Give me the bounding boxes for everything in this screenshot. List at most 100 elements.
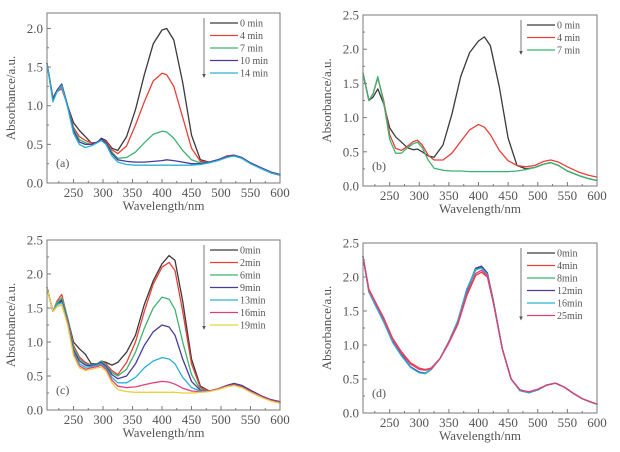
legend-label: 7 min	[240, 44, 263, 55]
y-tick-label: 1.5	[343, 304, 359, 319]
legend-label: 2min	[240, 258, 261, 269]
y-tick-label: 1.0	[27, 98, 43, 113]
panel-b: 250 300 350 400 450 500 550 600 0.0 0.5 1.0 1.5 2.0 2…	[319, 8, 607, 217]
x-axis-title: Wavelength/nm	[439, 201, 521, 216]
y-tick-label: 2.0	[27, 267, 43, 282]
x-tick-label: 350	[123, 185, 143, 200]
y-tick-label: 1.5	[343, 76, 359, 91]
x-tick-label: 250	[64, 185, 84, 200]
x-tick-label: 500	[211, 412, 231, 427]
legend-label: 7 min	[557, 46, 580, 57]
series-line-0min	[362, 36, 598, 182]
series-line-7min	[362, 72, 598, 182]
panel-d: 250 300 350 400 450 500 550 600 0.0 0.5 1.0 1.5 2.0 2…	[319, 236, 607, 444]
y-axis-title: Absorbance/a.u.	[319, 286, 334, 370]
arrow-down-icon	[202, 74, 206, 78]
legend-label: 16min	[240, 308, 266, 319]
series-line-16min	[46, 286, 281, 404]
x-tick-label: 300	[410, 188, 430, 203]
legend-label: 8min	[557, 274, 578, 285]
x-tick-label: 300	[410, 415, 430, 430]
x-tick-label: 250	[380, 188, 400, 203]
x-tick-label: 550	[558, 415, 578, 430]
series-line-4min	[46, 62, 281, 176]
legend-label: 0min	[240, 246, 261, 257]
x-tick-label: 250	[380, 415, 400, 430]
y-tick-label: 1.5	[27, 60, 43, 75]
x-tick-label: 550	[241, 412, 261, 427]
legend-label: 4 min	[240, 31, 263, 42]
x-tick-label: 600	[587, 188, 607, 203]
x-tick-label: 500	[211, 185, 231, 200]
series-line-14min	[46, 62, 281, 176]
legend-label: 16min	[557, 299, 583, 310]
x-tick-label: 450	[498, 415, 518, 430]
x-tick-label: 400	[469, 415, 489, 430]
x-tick-label: 350	[439, 415, 459, 430]
panel-label: (b)	[372, 159, 386, 173]
legend-label: 13min	[240, 296, 266, 307]
y-tick-label: 1.0	[343, 338, 359, 353]
legend-label: 6min	[240, 271, 261, 282]
x-tick-label: 600	[270, 412, 290, 427]
x-tick-label: 550	[558, 188, 578, 203]
x-tick-label: 300	[93, 185, 113, 200]
x-axis-title: Wavelength/nm	[439, 428, 521, 443]
legend-label: 10 min	[240, 56, 268, 67]
x-tick-label: 600	[587, 415, 607, 430]
legend-label: 0 min	[557, 21, 580, 32]
legend-label: 4min	[557, 261, 578, 272]
legend-label: 12min	[557, 286, 583, 297]
x-axis-title: Wavelength/nm	[123, 198, 205, 213]
x-axis-title: Wavelength/nm	[123, 425, 205, 440]
y-tick-label: 2.0	[27, 21, 43, 36]
panel-label: (c)	[56, 383, 69, 397]
y-tick-label: 0.5	[27, 369, 43, 384]
y-tick-label: 0.0	[343, 179, 359, 194]
panel-label: (d)	[372, 386, 386, 400]
arrow-down-icon	[519, 316, 523, 321]
arrow-down-icon	[519, 51, 523, 55]
legend-label: 25min	[557, 311, 583, 322]
x-tick-label: 500	[528, 188, 548, 203]
y-axis-title: Absorbance/a.u.	[3, 56, 18, 140]
series-line-25min	[362, 255, 598, 405]
y-tick-label: 0.5	[343, 372, 359, 387]
y-tick-label: 2.5	[343, 236, 359, 251]
x-tick-label: 250	[64, 412, 84, 427]
y-tick-label: 0.0	[343, 406, 359, 421]
x-tick-label: 350	[439, 188, 459, 203]
y-tick-label: 0.0	[27, 176, 43, 191]
x-tick-label: 400	[152, 185, 172, 200]
y-tick-label: 1.0	[27, 335, 43, 350]
x-tick-label: 400	[152, 412, 172, 427]
legend-label: 9min	[240, 283, 261, 294]
y-tick-label: 2.0	[343, 42, 359, 57]
legend-label: 0 min	[240, 19, 263, 30]
y-tick-label: 0.5	[27, 137, 43, 152]
y-tick-label: 0.5	[343, 144, 359, 159]
y-tick-label: 2.0	[343, 270, 359, 285]
y-tick-label: 0.0	[27, 403, 43, 418]
legend-label: 14 min	[240, 69, 268, 80]
series-line-19min	[46, 286, 281, 404]
y-tick-label: 2.5	[343, 8, 359, 23]
series-line-9min	[46, 286, 281, 403]
x-tick-label: 300	[93, 412, 113, 427]
x-tick-label: 450	[498, 188, 518, 203]
x-tick-label: 350	[123, 412, 143, 427]
arrow-down-icon	[202, 326, 206, 330]
legend-label: 19min	[240, 321, 266, 332]
x-tick-label: 400	[469, 188, 489, 203]
y-tick-label: 1.5	[27, 301, 43, 316]
series-line-7min	[46, 62, 281, 176]
series-line-10min	[46, 62, 281, 176]
panel-c: 250 300 350 400 450 500 550 600 0.0 0.5 1.0 1.5 2.0 2…	[3, 233, 290, 441]
y-axis-title: Absorbance/a.u.	[319, 58, 334, 142]
plot-frame	[46, 12, 281, 184]
